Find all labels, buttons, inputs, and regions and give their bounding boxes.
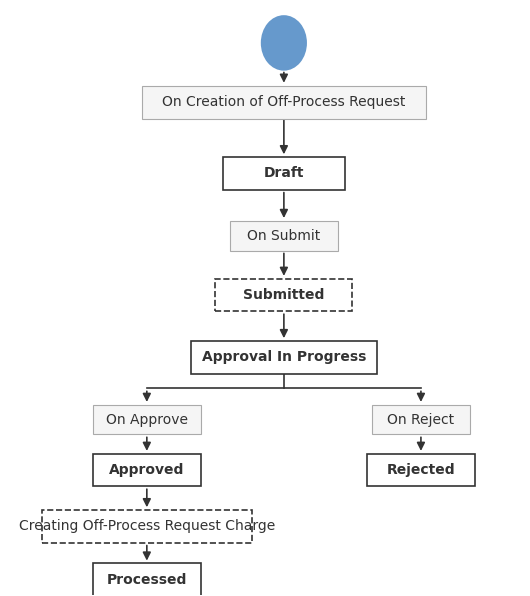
Text: Creating Off-Process Request Charge: Creating Off-Process Request Charge bbox=[19, 519, 275, 533]
FancyBboxPatch shape bbox=[230, 221, 338, 250]
Text: On Submit: On Submit bbox=[248, 229, 321, 243]
Text: Processed: Processed bbox=[107, 573, 187, 587]
FancyBboxPatch shape bbox=[367, 454, 475, 486]
Text: Rejected: Rejected bbox=[386, 463, 455, 477]
Text: On Creation of Off-Process Request: On Creation of Off-Process Request bbox=[162, 95, 405, 109]
FancyBboxPatch shape bbox=[191, 341, 377, 374]
FancyBboxPatch shape bbox=[93, 454, 201, 486]
FancyBboxPatch shape bbox=[215, 279, 352, 311]
FancyBboxPatch shape bbox=[223, 157, 345, 190]
FancyBboxPatch shape bbox=[142, 86, 426, 119]
Text: On Approve: On Approve bbox=[106, 412, 188, 427]
Text: Submitted: Submitted bbox=[243, 288, 324, 302]
FancyBboxPatch shape bbox=[93, 405, 201, 434]
FancyBboxPatch shape bbox=[93, 563, 201, 596]
Text: Draft: Draft bbox=[263, 166, 304, 181]
Text: Approved: Approved bbox=[109, 463, 184, 477]
FancyBboxPatch shape bbox=[372, 405, 470, 434]
Text: Approval In Progress: Approval In Progress bbox=[202, 350, 366, 364]
Circle shape bbox=[262, 16, 306, 70]
Text: On Reject: On Reject bbox=[387, 412, 455, 427]
FancyBboxPatch shape bbox=[41, 510, 252, 543]
